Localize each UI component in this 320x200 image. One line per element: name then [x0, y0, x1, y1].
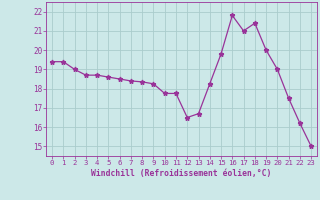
X-axis label: Windchill (Refroidissement éolien,°C): Windchill (Refroidissement éolien,°C)	[92, 169, 272, 178]
